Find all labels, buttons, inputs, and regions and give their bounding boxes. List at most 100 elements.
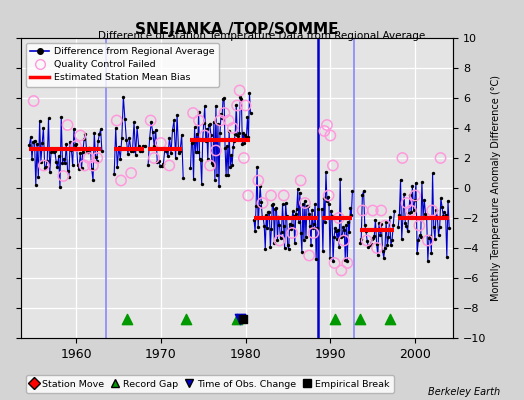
Point (40, 165, 49, 171)
Point (340, 237, 348, 244)
Point (127, 170, 135, 176)
Point (113, 164, 122, 170)
Point (407, 209, 416, 216)
Point (245, 90, 254, 96)
Point (274, 214, 282, 220)
Point (378, 248, 387, 254)
Point (396, 176, 405, 183)
Point (324, 192, 333, 199)
Point (320, 128, 329, 134)
Point (432, 207, 440, 214)
Point (38, 140, 46, 147)
Point (182, 315, 190, 322)
Point (307, 242, 315, 248)
Point (96, 126, 105, 133)
Point (170, 117, 178, 124)
Point (322, 168, 330, 175)
Point (130, 119, 138, 126)
Point (407, 207, 415, 214)
Point (425, 234, 433, 241)
Point (91, 154, 100, 160)
Point (368, 207, 377, 214)
Point (325, 201, 333, 207)
Point (224, 172, 232, 178)
Point (408, 183, 417, 190)
Point (261, 246, 269, 252)
Point (258, 213, 266, 220)
Point (84, 148, 92, 155)
Point (67, 147, 75, 153)
Point (59, 173, 68, 179)
Point (379, 254, 388, 261)
Point (305, 210, 313, 217)
Point (331, 260, 339, 266)
Point (290, 240, 299, 247)
Point (422, 214, 431, 220)
Point (223, 143, 231, 149)
Point (285, 246, 293, 252)
Point (441, 212, 450, 218)
Point (168, 127, 177, 133)
Point (280, 245, 289, 251)
Point (340, 227, 348, 233)
Point (398, 236, 406, 242)
Point (445, 225, 453, 232)
Point (229, 144, 237, 150)
Point (413, 250, 421, 256)
Point (423, 258, 432, 264)
Point (48, 147, 57, 154)
Point (165, 162, 173, 169)
Point (358, 192, 367, 198)
Point (116, 156, 125, 162)
Point (319, 248, 327, 254)
Point (388, 237, 396, 244)
Point (363, 237, 371, 244)
Point (86, 146, 95, 152)
Point (334, 227, 342, 234)
Point (190, 124, 199, 130)
Point (158, 162, 166, 169)
Point (409, 207, 418, 213)
Point (198, 180, 206, 187)
Point (369, 235, 377, 241)
Point (240, 140, 248, 146)
Point (128, 148, 137, 154)
Y-axis label: Monthly Temperature Anomaly Difference (°C): Monthly Temperature Anomaly Difference (… (490, 75, 500, 301)
Point (342, 222, 351, 228)
Point (178, 132, 186, 138)
Point (287, 226, 295, 232)
Point (242, 134, 250, 140)
Point (148, 128, 157, 135)
Point (272, 205, 281, 211)
Point (217, 111, 225, 117)
Point (301, 198, 309, 205)
Point (93, 155, 102, 161)
Point (61, 160, 69, 166)
Point (88, 166, 96, 172)
Point (196, 157, 205, 163)
Point (383, 242, 391, 248)
Point (232, 102, 241, 108)
Point (155, 158, 163, 165)
Point (122, 137, 130, 143)
Point (255, 203, 264, 209)
Point (253, 164, 261, 170)
Point (343, 260, 352, 266)
Point (187, 165, 195, 171)
Point (347, 212, 356, 218)
Point (275, 222, 283, 228)
Point (203, 126, 211, 132)
Point (254, 177, 263, 184)
Point (218, 115, 226, 122)
Point (233, 315, 242, 322)
Point (323, 198, 331, 204)
Title: SNEJANKA /TOP/SOMME: SNEJANKA /TOP/SOMME (135, 22, 339, 37)
Point (194, 109, 203, 115)
Point (305, 252, 313, 259)
Point (132, 152, 140, 158)
Point (193, 148, 202, 155)
Point (301, 200, 309, 206)
Point (332, 228, 340, 235)
Point (226, 163, 234, 170)
Point (235, 315, 244, 322)
